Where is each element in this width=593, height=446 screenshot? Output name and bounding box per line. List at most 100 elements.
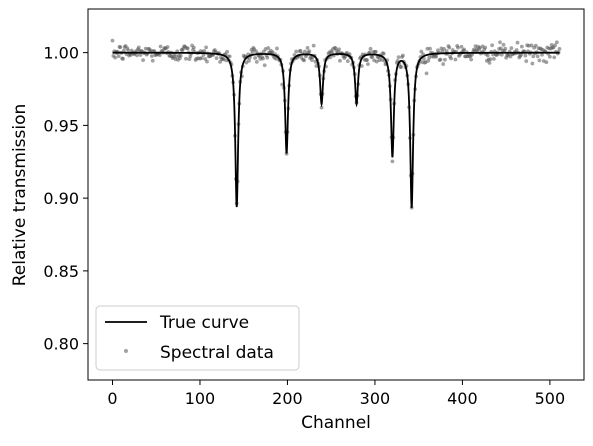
data-point	[490, 43, 495, 48]
data-point	[135, 53, 139, 58]
data-point	[419, 49, 424, 54]
x-tick-label: 300	[360, 389, 391, 408]
data-point	[537, 58, 542, 63]
data-point	[110, 38, 115, 43]
data-point	[302, 58, 306, 63]
data-point	[373, 49, 378, 54]
data-point	[157, 53, 162, 58]
data-point	[401, 53, 405, 58]
data-point	[199, 56, 204, 60]
data-point	[501, 42, 506, 47]
data-point	[204, 45, 209, 50]
data-point	[138, 53, 143, 57]
data-point	[298, 48, 303, 53]
data-point	[126, 48, 131, 53]
data-point	[149, 54, 154, 58]
data-point	[227, 54, 232, 59]
data-point	[121, 48, 126, 53]
data-point	[253, 56, 257, 60]
data-point	[487, 61, 492, 65]
data-point	[365, 58, 369, 62]
data-point	[557, 46, 562, 51]
data-point	[366, 62, 370, 67]
y-axis-label: Relative transmission	[10, 104, 30, 287]
data-point	[270, 50, 275, 55]
data-point	[254, 59, 259, 64]
data-point	[396, 55, 401, 60]
data-point	[530, 61, 535, 66]
data-point	[483, 45, 488, 50]
data-point	[178, 53, 183, 58]
data-point	[553, 43, 558, 48]
data-point	[442, 46, 446, 51]
data-point	[338, 58, 342, 63]
legend: True curve Spectral data	[95, 305, 300, 371]
data-point	[456, 45, 460, 50]
data-point	[519, 44, 524, 49]
data-point	[205, 59, 209, 64]
data-point	[294, 49, 299, 54]
data-point	[459, 44, 464, 49]
data-point	[469, 57, 474, 62]
data-point	[224, 58, 229, 63]
true-curve-line	[112, 51, 560, 208]
data-point	[424, 71, 429, 76]
y-tick-label: 0.95	[43, 116, 79, 135]
data-point	[113, 55, 118, 60]
data-point	[367, 50, 372, 55]
data-point	[150, 58, 155, 63]
data-point	[202, 49, 207, 53]
data-point	[359, 64, 364, 68]
y-tick-label: 0.85	[43, 262, 79, 281]
legend-label-spectral-data: Spectral data	[160, 343, 274, 363]
data-point	[250, 50, 255, 54]
data-point	[368, 46, 373, 51]
data-point	[544, 60, 549, 65]
y-tick-label: 0.90	[43, 189, 79, 208]
data-point	[499, 52, 504, 57]
data-point	[434, 55, 439, 59]
data-point	[438, 57, 443, 62]
data-point	[185, 46, 190, 51]
data-point	[533, 43, 538, 48]
data-point	[422, 56, 426, 61]
y-tick-label: 1.00	[43, 44, 79, 63]
x-tick-label: 100	[185, 389, 216, 408]
data-point	[136, 45, 141, 50]
data-point	[266, 46, 271, 50]
data-point	[158, 44, 163, 49]
data-point	[261, 56, 265, 61]
plot-frame	[87, 8, 585, 381]
data-point	[503, 46, 508, 51]
data-point	[165, 45, 170, 49]
data-point	[275, 46, 279, 51]
data-point	[303, 49, 307, 54]
legend-point-swatch	[124, 349, 128, 353]
data-point	[447, 45, 452, 50]
data-point	[547, 54, 552, 59]
data-point	[509, 46, 514, 51]
x-tick-label: 400	[447, 389, 478, 408]
data-point	[390, 159, 395, 164]
data-point	[540, 52, 544, 57]
data-point	[531, 54, 536, 59]
data-point	[141, 58, 146, 63]
data-point	[305, 45, 310, 50]
data-point	[488, 57, 493, 62]
data-point	[492, 56, 496, 61]
data-point	[370, 54, 375, 59]
data-point	[523, 53, 528, 58]
data-point	[529, 43, 534, 48]
y-axis: 0.80 0.85 0.90 0.95 1.00	[43, 44, 88, 354]
data-point	[381, 51, 386, 56]
x-tick-label: 200	[272, 389, 303, 408]
x-tick-label: 500	[535, 389, 566, 408]
data-point	[453, 57, 458, 62]
x-axis-label: Channel	[301, 413, 371, 433]
y-tick-label: 0.80	[43, 335, 79, 354]
data-point	[535, 54, 540, 59]
data-point	[515, 40, 520, 45]
data-point	[310, 58, 314, 63]
